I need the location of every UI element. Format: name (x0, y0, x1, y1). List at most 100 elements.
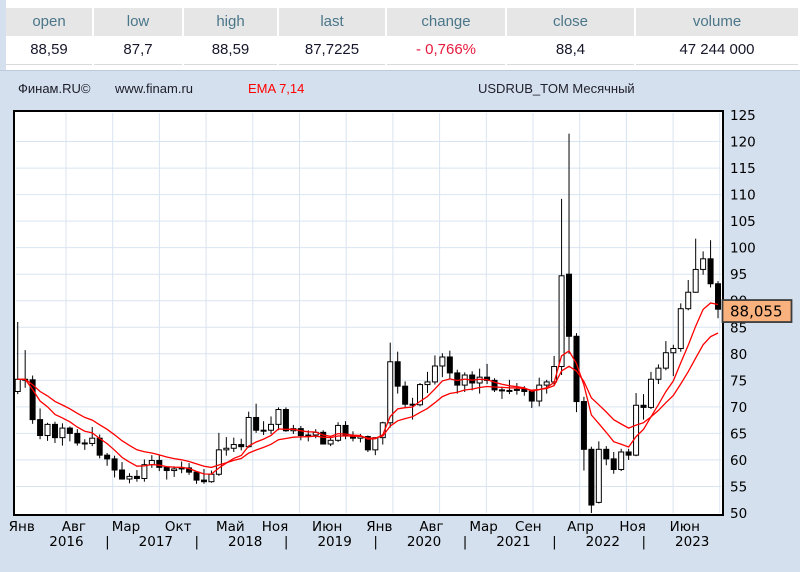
candle-body (431, 365, 438, 383)
candle-body (417, 384, 424, 406)
candle-body (610, 458, 617, 470)
price-chart[interactable]: 12512011511010510095908580757065605550Ян… (0, 71, 800, 567)
x-axis-month-label: Мар (469, 519, 498, 535)
candle-body (692, 268, 699, 293)
y-axis-label: 75 (730, 373, 747, 389)
quote-value-volume: 47 244 000 (636, 36, 798, 65)
candle-body (335, 424, 342, 441)
quote-value-change: - 0,766% (387, 36, 505, 65)
series-layer (15, 133, 722, 513)
candle-body (171, 468, 178, 472)
quote-header-volume: volume (636, 8, 798, 36)
x-axis-month-label: Апр (567, 519, 594, 535)
chart-panel: Финам.RU© www.finam.ru EMA 7,14 USDRUB_T… (0, 70, 800, 567)
candle-body (640, 404, 647, 408)
candle-body (402, 385, 409, 405)
x-axis-month-label: Июн (670, 519, 700, 535)
candle-body (387, 361, 394, 424)
candle-body (521, 388, 528, 392)
quote-header-high: high (184, 8, 277, 36)
candle-body (89, 437, 96, 444)
candle-body (275, 409, 282, 425)
last-price-label-text: 88,055 (730, 303, 783, 321)
candle-body (51, 423, 58, 439)
quote-value-last: 87,7225 (279, 36, 385, 65)
candle-body (655, 367, 662, 380)
quote-header-low: low (94, 8, 182, 36)
candle-body (156, 459, 163, 468)
x-axis-year-label: 2020 (407, 534, 441, 550)
y-axis-label: 125 (730, 108, 756, 124)
chart-titlebar: Финам.RU© www.finam.ru EMA 7,14 USDRUB_T… (0, 81, 800, 99)
candle-body (141, 464, 148, 480)
candle-body (558, 275, 565, 368)
candle-body (670, 347, 677, 354)
candle-body (282, 409, 289, 432)
candle-body (595, 448, 602, 503)
instrument-title: USDRUB_TOM Месячный (478, 81, 635, 96)
quote-table-header-row: open low high last change close volume (6, 8, 800, 36)
year-separator: | (105, 534, 110, 550)
y-axis-label: 55 (730, 479, 747, 495)
candle-body (253, 416, 260, 431)
candle-body (44, 423, 51, 437)
candle-body (715, 283, 722, 310)
x-axis-year-label: 2021 (496, 534, 530, 550)
year-separator: | (284, 534, 289, 550)
candle-body (513, 388, 520, 391)
site-link[interactable]: www.finam.ru (115, 81, 194, 96)
x-axis-year-label: 2016 (49, 534, 83, 550)
candle-body (647, 378, 654, 408)
candle-body (707, 258, 714, 285)
candle-body (543, 381, 550, 386)
year-separator: | (463, 534, 468, 550)
quote-header-last: last (279, 8, 385, 36)
year-separator: | (373, 534, 378, 550)
candle-body (215, 449, 222, 475)
candle-body (394, 361, 401, 387)
x-axis-year-label: 2018 (228, 534, 262, 550)
x-axis-month-label: Ноя (262, 519, 289, 535)
x-axis-month-label: Сен (515, 519, 542, 535)
year-separator: | (642, 534, 647, 550)
candle-body (446, 356, 453, 374)
candle-body (536, 384, 543, 402)
candle-body (566, 273, 573, 337)
x-axis-year-label: 2023 (675, 534, 709, 550)
y-axis-label: 60 (730, 453, 747, 469)
y-axis-label: 65 (730, 426, 747, 442)
candle-body (119, 469, 126, 480)
y-axis-label: 105 (730, 214, 756, 230)
quote-table-values-row: 88,59 87,7 88,59 87,7225- 0,766% 88,4 47 244 … (6, 36, 800, 65)
candle-body (208, 473, 215, 483)
candle-body (685, 291, 692, 310)
quote-header-open: open (6, 8, 92, 36)
candle-body (633, 404, 640, 456)
y-axis-label: 85 (730, 320, 747, 336)
quote-header-change: change (387, 8, 505, 36)
candle-body (66, 427, 73, 434)
candle-body (469, 374, 476, 384)
x-axis-month-label: Июн (312, 519, 342, 535)
candle-body (223, 447, 230, 451)
x-axis-month-label: Май (216, 519, 245, 535)
plot-background (14, 111, 723, 515)
ema7-line (17, 302, 719, 475)
candle-body (245, 416, 252, 448)
ema14-line (17, 332, 719, 469)
candle-body (238, 444, 245, 448)
x-axis-month-label: Авг (62, 519, 86, 535)
candle-body (193, 471, 200, 481)
quote-summary-table: open low high last change close volume 88,59 87… (6, 8, 800, 65)
candle-body (372, 437, 379, 451)
candle-body (104, 454, 111, 460)
candle-body (364, 436, 371, 451)
y-axis-label: 110 (730, 188, 756, 204)
candle-body (81, 442, 88, 445)
candle-body (96, 437, 103, 456)
candle-body (618, 451, 625, 470)
candle-body (37, 419, 44, 437)
y-axis-label: 100 (730, 241, 756, 257)
candle-body (662, 352, 669, 369)
